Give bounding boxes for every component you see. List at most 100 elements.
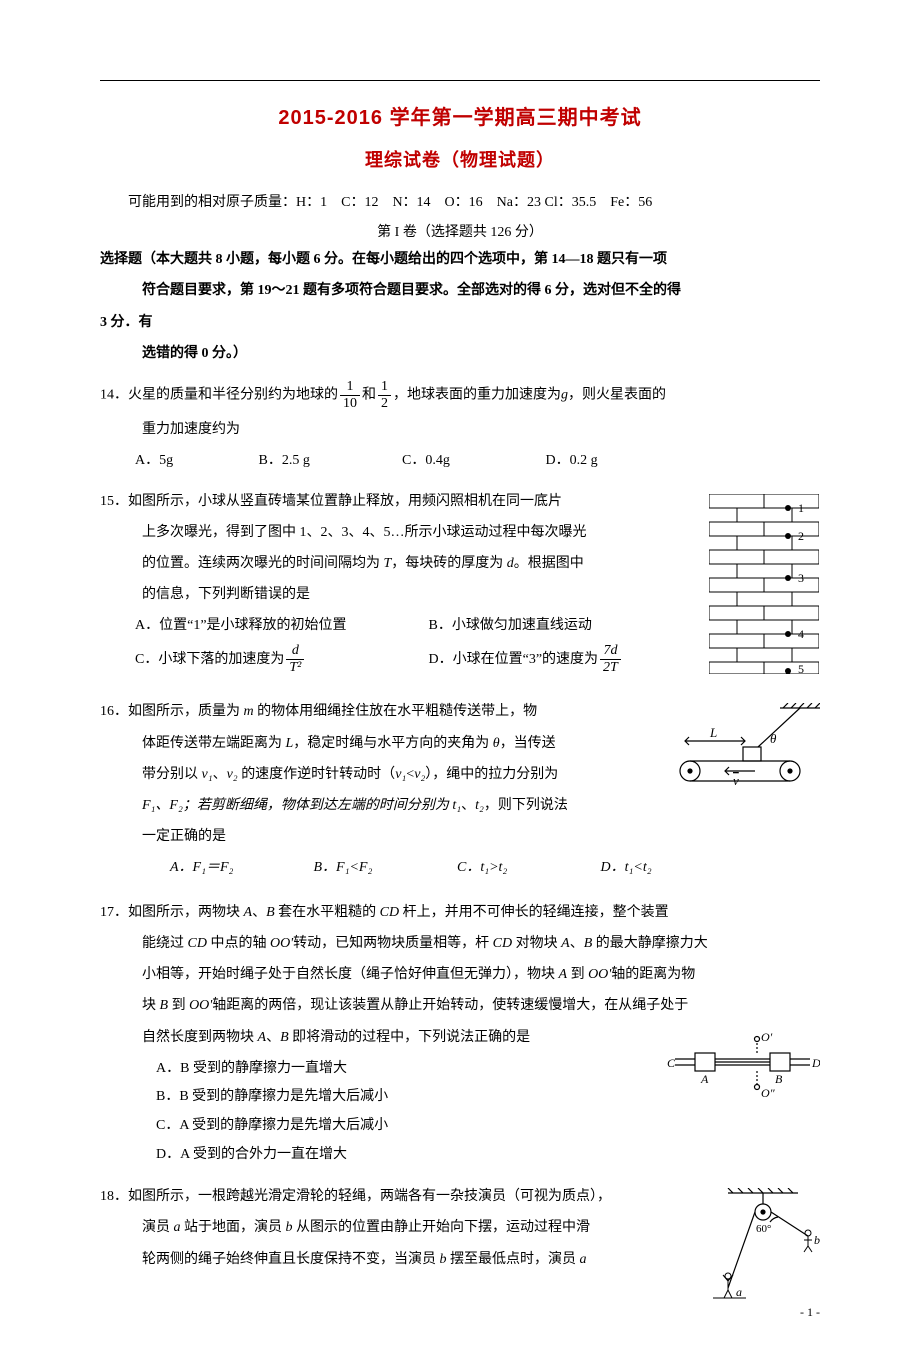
q17-l5b: 、 — [266, 1030, 280, 1045]
rod-svg: C D A B O′ O″ — [665, 1029, 820, 1101]
q17-A4: A — [258, 1030, 267, 1045]
q14-text-4: ，则火星表面的 — [568, 388, 666, 403]
fig-b: b — [814, 1233, 820, 1247]
page: 2015-2016 学年第一学期高三期中考试 理综试卷（物理试题） 可能用到的相… — [0, 0, 920, 1350]
q16-v1lt: v₁ — [395, 767, 406, 782]
q16-theta: θ — [493, 736, 500, 751]
q17-stem-3: 小相等，开始时绳子处于自然长度（绳子恰好伸直但无弹力），物块 A 到 OO'轴的… — [100, 962, 820, 987]
question-15: 1 2 3 4 5 15．如图所示，小球从竖直砖墙某位置静止释放，用频闪照相机在… — [100, 489, 820, 686]
q15-c-frac: dT² — [286, 644, 304, 675]
q17-l2f: 的最大静摩擦力大 — [592, 936, 708, 951]
q18-num: 18． — [100, 1189, 128, 1204]
q16-t2: t₂ — [475, 798, 484, 813]
q17-l2b: 中点的轴 — [207, 936, 270, 951]
q17-l3b: 到 — [567, 967, 588, 982]
q15-opt-d-wrap: D．小球在位置“3”的速度为7d2T — [429, 644, 623, 675]
q16-l2b: ，稳定时绳与水平方向的夹角为 — [293, 736, 493, 751]
q16-l3b: 、 — [213, 767, 227, 782]
q15-opt-d: D．小球在位置“3”的速度为 — [429, 647, 599, 674]
q14-stem-2: 重力加速度约为 — [100, 417, 820, 442]
q16-opt-d: D．t₁<t₂ — [601, 855, 721, 882]
q14-num: 14． — [100, 388, 128, 403]
q17-l4c: 轴距离的两倍，现让该装置从静止开始转动，使转速缓慢增大，在从绳子处于 — [212, 998, 688, 1013]
q16-options: A．F₁＝F₂ B．F₁<F₂ C．t₁>t₂ D．t₁<t₂ — [100, 855, 820, 882]
q16-t1: t₁ — [452, 798, 461, 813]
q16-l3c: 的速度作逆时针转动时（ — [238, 767, 396, 782]
q15-opt-b: B．小球做匀加速直线运动 — [429, 613, 592, 640]
q17-l1b: 、 — [252, 905, 266, 920]
question-18: 60° b a — [100, 1184, 820, 1314]
q17-figure: C D A B O′ O″ — [665, 1029, 820, 1112]
q18-l2c: 从图示的位置由静止开始向下摆，运动过程中滑 — [293, 1220, 591, 1235]
q17-OO1: OO' — [270, 936, 293, 951]
q17-l2d: 对物块 — [512, 936, 561, 951]
q18-l3b: 摆至最低点时，演员 — [447, 1252, 580, 1267]
fig-label-3: 3 — [798, 571, 804, 585]
q16-l4a: F₁、F₂；若剪断细绳，物体到达左端的时间分别为 — [142, 798, 452, 813]
q14-opt-c: C．0.4g — [402, 448, 542, 475]
q15-d-den: 2T — [600, 660, 621, 675]
q17-num: 17． — [100, 905, 128, 920]
fig-A: A — [700, 1072, 709, 1086]
q16-stem-5: 一定正确的是 — [100, 824, 820, 849]
question-16: L θ v 16．如图所示，质量为 m 的物体用细绳拴住放在水平粗糙传送带上，物… — [100, 699, 820, 886]
q17-l2e: 、 — [570, 936, 584, 951]
q16-opt-a: A．F₁＝F₂ — [170, 855, 310, 882]
pulley-svg: 60° b a — [698, 1188, 820, 1303]
fig-angle: 60° — [756, 1223, 771, 1235]
q17-CD1: CD — [380, 905, 399, 920]
q14-text-3: ，地球表面的重力加速度为 — [393, 388, 561, 403]
fig-theta: θ — [770, 731, 777, 746]
q17-l4b: 到 — [168, 998, 189, 1013]
q15-l3a: 的位置。连续两次曝光的时间间隔均为 — [142, 556, 384, 571]
q17-l1c: 套在水平粗糙的 — [275, 905, 380, 920]
q18-l2b: 站于地面，演员 — [181, 1220, 286, 1235]
top-rule — [100, 80, 820, 81]
fig-label-2: 2 — [798, 529, 804, 543]
q18-b: b — [286, 1220, 293, 1235]
q14-frac2-num: 1 — [378, 380, 391, 396]
q14-text-2: 和 — [362, 388, 376, 403]
q17-stem-4: 块 B 到 OO'轴距离的两倍，现让该装置从静止开始转动，使转速缓慢增大，在从绳… — [100, 993, 820, 1018]
q15-opt-a: A．位置“1”是小球释放的初始位置 — [135, 613, 425, 640]
q17-stem-2: 能绕过 CD 中点的轴 OO'转动，已知两物块质量相等，杆 CD 对物块 A、B… — [100, 931, 820, 956]
fig-L: L — [709, 725, 717, 740]
brick-wall-svg: 1 2 3 4 5 — [708, 493, 820, 675]
q16-v2lt: v₂ — [414, 767, 425, 782]
instructions-line-4: 选错的得 0 分。） — [100, 341, 820, 366]
q17-l2a: 能绕过 — [142, 936, 188, 951]
q18-l3a: 轮两侧的绳子始终伸直且长度保持不变，当演员 — [142, 1252, 440, 1267]
q18-l2a: 演员 — [142, 1220, 174, 1235]
q14-frac-1: 110 — [340, 380, 360, 411]
q15-d-frac: 7d2T — [600, 644, 621, 675]
q16-l3a: 带分别以 — [142, 767, 202, 782]
q17-stem-1: 17．如图所示，两物块 A、B 套在水平粗糙的 CD 杆上，并用不可伸长的轻绳连… — [100, 900, 820, 925]
page-number: - 1 - — [800, 1305, 820, 1320]
q17-l4a: 块 — [142, 998, 160, 1013]
q15-l3c: 。根据图中 — [514, 556, 584, 571]
q17-l3c: 轴的距离为物 — [611, 967, 695, 982]
q16-l3d: ），绳中的拉力分别为 — [425, 767, 558, 782]
q17-l5a: 自然长度到两物块 — [142, 1030, 258, 1045]
q14-opt-a: A．5g — [135, 448, 255, 475]
q14-opt-d: D．0.2 g — [546, 448, 666, 475]
q17-opt-c: C．A 受到的静摩擦力是先增大后减小 — [100, 1113, 820, 1140]
q15-l1: 如图所示，小球从竖直砖墙某位置静止释放，用频闪照相机在同一底片 — [128, 494, 562, 509]
q15-num: 15． — [100, 494, 128, 509]
q16-l4c: ，则下列说法 — [484, 798, 568, 813]
q17-OO3: OO' — [189, 998, 212, 1013]
q18-a: a — [174, 1220, 181, 1235]
fig-C: C — [667, 1056, 676, 1070]
fig-label-1: 1 — [798, 501, 804, 515]
section-line: 第 I 卷（选择题共 126 分） — [100, 221, 820, 241]
belt-svg: L θ v — [675, 703, 820, 795]
q14-g: g — [561, 388, 568, 403]
q16-figure: L θ v — [675, 703, 820, 806]
q14-opt-b: B．2.5 g — [259, 448, 399, 475]
q18-figure: 60° b a — [698, 1188, 820, 1314]
q14-frac1-den: 10 — [340, 396, 360, 411]
q17-B3: B — [160, 998, 169, 1013]
question-17: 17．如图所示，两物块 A、B 套在水平粗糙的 CD 杆上，并用不可伸长的轻绳连… — [100, 900, 820, 1170]
q17-l2c: 转动，已知两物块质量相等，杆 — [293, 936, 493, 951]
q16-opt-b: B．F₁<F₂ — [314, 855, 454, 882]
